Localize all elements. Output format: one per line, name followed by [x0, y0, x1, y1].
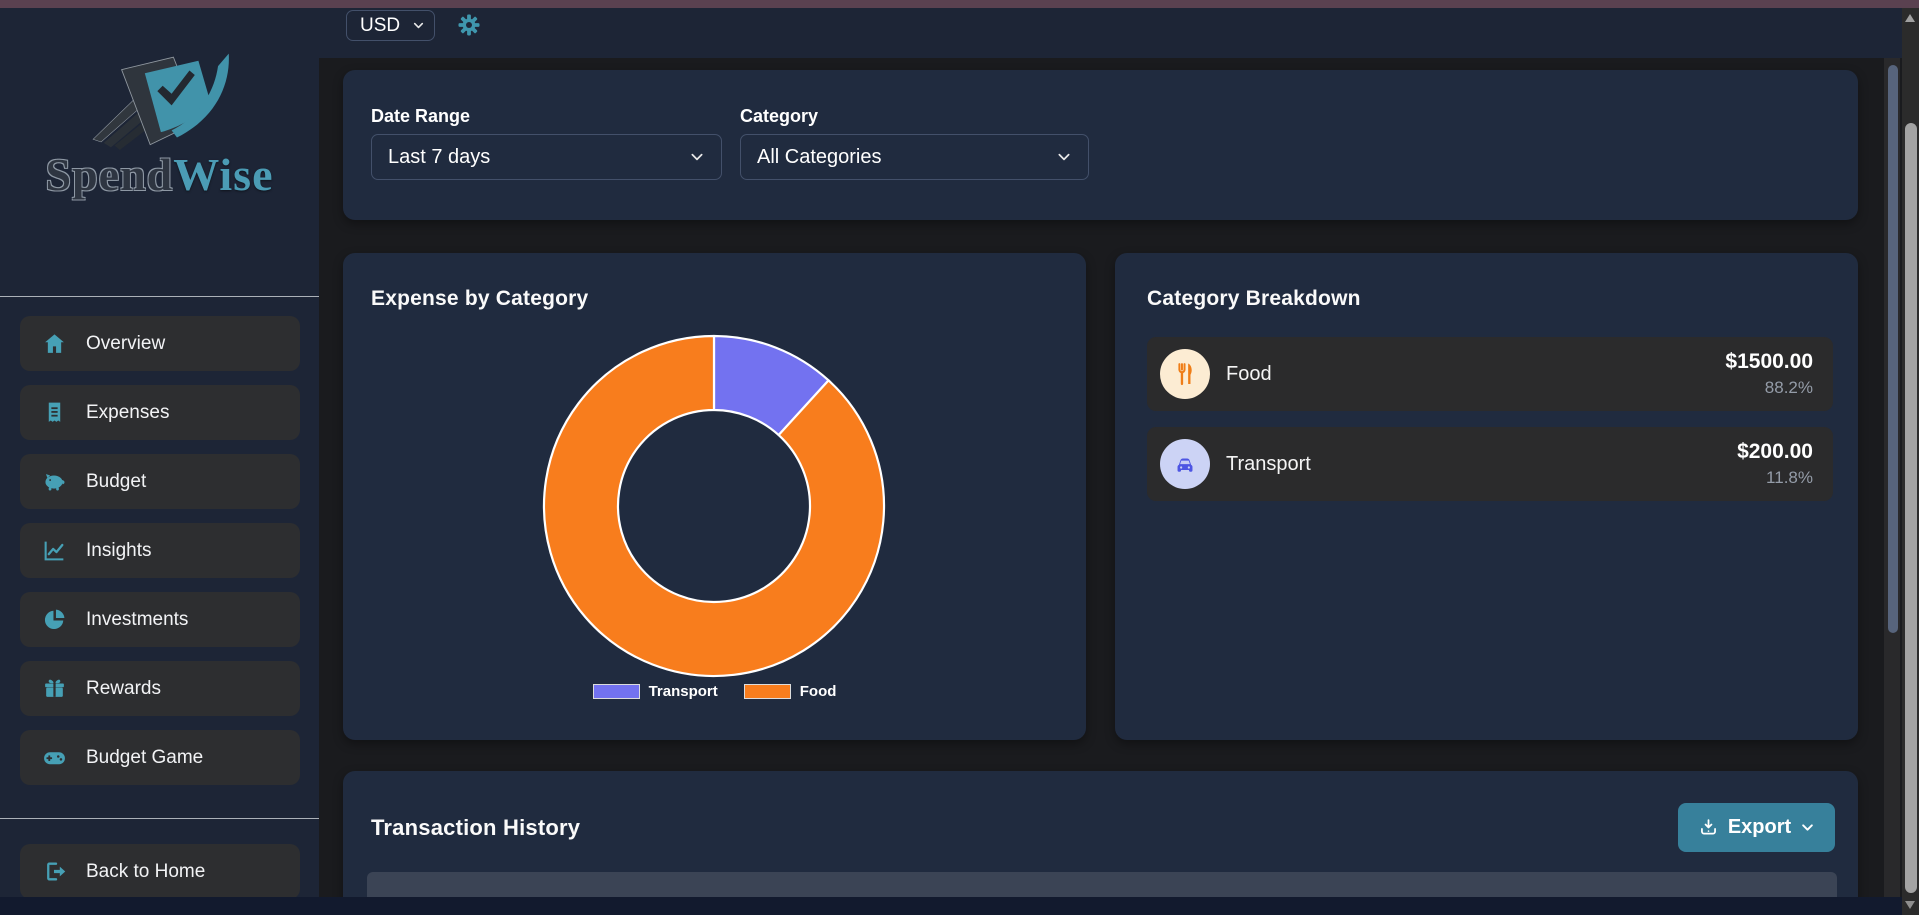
pie-chart-icon [44, 609, 65, 630]
category-breakdown-title: Category Breakdown [1147, 287, 1361, 310]
download-icon [1700, 819, 1716, 835]
legend-item-food[interactable]: Food [743, 683, 837, 700]
expense-chart-title: Expense by Category [371, 287, 589, 310]
breakdown-category-label: Food [1226, 362, 1272, 385]
browser-scrollbar[interactable] [1902, 8, 1919, 915]
sidebar: SpendWise Overview Expenses Budget Insights… [0, 8, 319, 915]
sidebar-item-label: Overview [86, 332, 166, 354]
sidebar-item-label: Expenses [86, 401, 170, 423]
date-range-value: Last 7 days [388, 145, 491, 168]
category-label: Category [740, 106, 819, 126]
breakdown-amount: $1500.00 [1725, 350, 1813, 374]
receipt-icon [48, 402, 61, 422]
app-name-spend: Spend [45, 149, 174, 200]
app-name-wise: Wise [173, 149, 274, 200]
sidebar-item-label: Budget [86, 470, 147, 492]
sidebar-item-overview[interactable]: Overview [20, 316, 300, 371]
category-breakdown-card: Category Breakdown Food $1500.00 88.2% T… [1115, 253, 1858, 740]
donut-slice-food[interactable] [542, 334, 886, 678]
breakdown-row-food: Food $1500.00 88.2% [1147, 337, 1833, 411]
sign-out-icon [47, 862, 66, 881]
sidebar-item-label: Investments [86, 608, 189, 630]
breakdown-percent: 88.2% [1764, 377, 1813, 397]
window-bottom-strip [0, 897, 1902, 915]
sidebar-nav: Overview Expenses Budget Insights Investment… [0, 316, 319, 799]
sidebar-item-insights[interactable]: Insights [20, 523, 300, 578]
food-icon [1178, 363, 1192, 386]
sidebar-item-label: Insights [86, 539, 152, 561]
content-scrollbar[interactable] [1884, 58, 1900, 915]
chevron-down-icon [1058, 153, 1070, 161]
browser-scrollbar-thumb[interactable] [1905, 123, 1917, 893]
currency-select[interactable]: USD [346, 10, 435, 41]
gamepad-icon [44, 752, 65, 765]
content-scrollbar-thumb[interactable] [1888, 65, 1898, 633]
food-badge [1160, 349, 1210, 399]
breakdown-row-transport: Transport $200.00 11.8% [1147, 427, 1833, 501]
scroll-down-arrow-icon[interactable] [1905, 901, 1915, 909]
piggy-bank-icon [45, 474, 65, 491]
export-button[interactable]: Export [1678, 803, 1835, 852]
legend-swatch [592, 684, 640, 699]
category-select[interactable]: All Categories [740, 134, 1089, 180]
legend-swatch [743, 684, 791, 699]
breakdown-values: $200.00 11.8% [1737, 440, 1813, 487]
car-icon [1177, 458, 1193, 472]
transaction-history-card: Transaction History Export [343, 771, 1858, 915]
date-range-label: Date Range [371, 106, 471, 126]
sidebar-divider-top [0, 296, 319, 297]
category-breakdown-rows: Food $1500.00 88.2% Transport $200.00 11… [1147, 337, 1833, 517]
gift-icon [45, 679, 64, 697]
legend-label: Food [799, 683, 837, 700]
sidebar-item-label: Budget Game [86, 746, 204, 768]
chevron-down-icon [1802, 824, 1813, 831]
chevron-down-icon [691, 153, 703, 161]
legend-item-transport[interactable]: Transport [592, 683, 718, 700]
sidebar-item-expenses[interactable]: Expenses [20, 385, 300, 440]
sidebar-item-budget[interactable]: Budget [20, 454, 300, 509]
sidebar-divider-bottom [0, 818, 319, 819]
expense-chart-card: Expense by Category Transport Food [343, 253, 1086, 740]
chevron-down-icon [413, 22, 424, 29]
breakdown-values: $1500.00 88.2% [1725, 350, 1813, 397]
sidebar-item-budget-game[interactable]: Budget Game [20, 730, 300, 785]
sidebar-item-investments[interactable]: Investments [20, 592, 300, 647]
breakdown-amount: $200.00 [1737, 440, 1813, 464]
sidebar-item-label: Rewards [86, 677, 161, 699]
expense-donut-chart [542, 334, 886, 678]
sidebar-footer: Back to Home [0, 844, 319, 899]
legend-label: Transport [648, 683, 718, 700]
settings-gear-icon[interactable] [457, 13, 481, 37]
app-logo: SpendWise [0, 50, 319, 198]
chart-line-icon [44, 541, 64, 561]
transaction-history-title: Transaction History [371, 815, 581, 840]
sidebar-item-rewards[interactable]: Rewards [20, 661, 300, 716]
filters-panel: Date Range Last 7 days Category All Cate… [343, 70, 1858, 220]
currency-value: USD [360, 14, 401, 36]
breakdown-percent: 11.8% [1766, 467, 1813, 487]
sidebar-item-back-to-home[interactable]: Back to Home [20, 844, 300, 899]
sidebar-item-label: Back to Home [86, 860, 206, 882]
chart-legend: Transport Food [343, 683, 1086, 700]
home-icon [45, 334, 64, 353]
app-name: SpendWise [45, 152, 273, 198]
breakdown-category-label: Transport [1226, 452, 1311, 475]
window-top-strip [0, 0, 1919, 8]
topbar: USD [319, 8, 1902, 58]
category-value: All Categories [757, 145, 882, 168]
scroll-up-arrow-icon[interactable] [1905, 14, 1915, 22]
spendwise-logo-icon [92, 53, 229, 150]
date-range-select[interactable]: Last 7 days [371, 134, 722, 180]
car-badge [1160, 439, 1210, 489]
export-label: Export [1727, 816, 1792, 838]
